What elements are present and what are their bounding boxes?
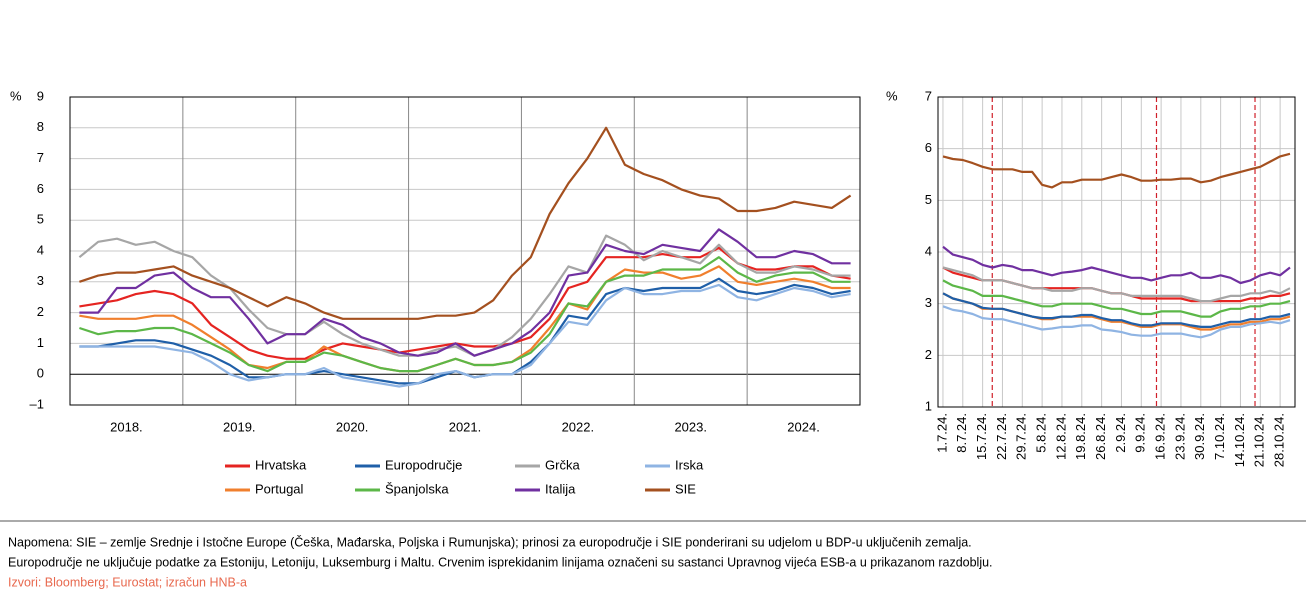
x-tick-label: 2021.	[449, 419, 482, 434]
x-tick-label: 5.8.24.	[1034, 413, 1049, 453]
x-tick-label: 1.7.24.	[934, 413, 949, 453]
series-line	[942, 279, 1291, 318]
y-tick-label: 6	[925, 140, 932, 155]
y-axis-label: %	[10, 88, 22, 103]
series-line	[942, 305, 1291, 339]
x-tick-label: 2018.	[110, 419, 143, 434]
x-tick-label: 2.9.24.	[1113, 413, 1128, 453]
legend-label: SIE	[675, 481, 696, 496]
x-tick-label: 29.7.24.	[1014, 413, 1029, 460]
y-tick-label: 2	[37, 304, 44, 319]
x-tick-label: 2023.	[674, 419, 707, 434]
y-tick-label: 5	[37, 212, 44, 227]
series-line	[942, 152, 1291, 189]
series-line	[942, 292, 1291, 331]
x-tick-label: 7.10.24.	[1212, 413, 1227, 460]
series-line	[79, 126, 852, 320]
series-line	[79, 283, 851, 388]
x-tick-label: 2019.	[223, 419, 256, 434]
legend-label: Grčka	[545, 457, 580, 472]
y-tick-label: 1	[37, 335, 44, 350]
x-tick-label: 2024.	[787, 419, 820, 434]
y-axis-label: %	[886, 88, 898, 103]
x-tick-label: 28.10.24.	[1272, 413, 1287, 467]
x-tick-label: 30.9.24.	[1192, 413, 1207, 460]
legend-label: Hrvatska	[255, 457, 307, 472]
y-tick-label: 2	[925, 347, 932, 362]
legend-label: Portugal	[255, 481, 304, 496]
series-line	[942, 245, 1291, 285]
y-tick-label: 6	[37, 181, 44, 196]
series-line	[942, 292, 1291, 328]
x-tick-label: 15.7.24.	[974, 413, 989, 460]
series-line	[942, 266, 1291, 303]
x-tick-label: 22.7.24.	[994, 413, 1009, 460]
y-tick-label: 4	[925, 243, 932, 258]
x-tick-label: 12.8.24.	[1053, 413, 1068, 460]
x-tick-label: 23.9.24.	[1172, 413, 1187, 460]
note-line: Europodručje ne uključuje podatke za Est…	[8, 555, 993, 569]
series-line	[79, 256, 851, 373]
y-tick-label: 3	[925, 295, 932, 310]
sources: Izvori: Bloomberg; Eurostat; izračun HNB…	[8, 575, 247, 589]
y-tick-label: 5	[925, 192, 932, 207]
legend-label: Španjolska	[385, 481, 449, 496]
legend-label: Irska	[675, 457, 704, 472]
x-tick-label: 9.9.24.	[1133, 413, 1148, 453]
y-tick-label: 1	[925, 398, 932, 413]
y-tick-label: 8	[37, 119, 44, 134]
series-line	[79, 228, 851, 357]
y-tick-label: 3	[37, 273, 44, 288]
note-line: Napomena: SIE – zemlje Srednje i Istočne…	[8, 534, 972, 549]
x-tick-label: 2020.	[336, 419, 369, 434]
y-tick-label: 0	[37, 366, 44, 381]
series-line	[78, 234, 851, 357]
y-tick-label: –1	[30, 396, 44, 411]
x-tick-label: 26.8.24.	[1093, 413, 1108, 460]
legend-label: Europodručje	[385, 457, 462, 472]
x-tick-label: 8.7.24.	[954, 413, 969, 453]
plot-frame	[937, 96, 1296, 408]
y-tick-label: 4	[37, 242, 44, 257]
series-line	[79, 246, 851, 360]
x-tick-label: 21.10.24.	[1252, 413, 1267, 467]
y-tick-label: 9	[37, 88, 44, 103]
x-tick-label: 16.9.24.	[1153, 413, 1168, 460]
x-tick-label: 19.8.24.	[1073, 413, 1088, 460]
y-tick-label: 7	[37, 150, 44, 165]
x-tick-label: 14.10.24.	[1232, 413, 1247, 467]
plot-frame	[69, 96, 861, 406]
y-tick-label: 7	[925, 88, 932, 103]
legend-label: Italija	[545, 481, 576, 496]
x-tick-label: 2022.	[562, 419, 595, 434]
